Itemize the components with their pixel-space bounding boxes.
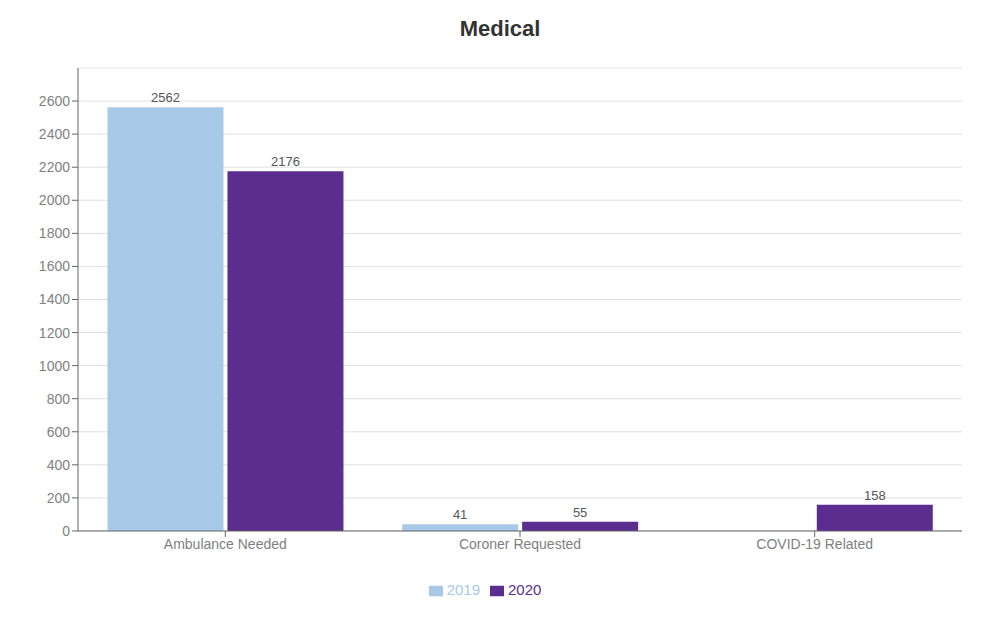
svg-text:Coroner Requested: Coroner Requested	[459, 536, 581, 552]
svg-text:2200: 2200	[39, 159, 70, 175]
svg-text:41: 41	[453, 507, 467, 522]
svg-text:1000: 1000	[39, 358, 70, 374]
svg-text:2176: 2176	[271, 154, 300, 169]
svg-text:600: 600	[47, 424, 71, 440]
svg-text:1600: 1600	[39, 258, 70, 274]
svg-text:200: 200	[47, 490, 71, 506]
svg-text:55: 55	[573, 505, 587, 520]
html-text:2019: 2019	[446, 581, 480, 598]
svg-text:2562: 2562	[151, 90, 180, 105]
svg-text:800: 800	[47, 391, 71, 407]
svg-text:2600: 2600	[39, 93, 70, 109]
svg-text:COVID-19 Related: COVID-19 Related	[756, 536, 873, 552]
svg-text:2400: 2400	[39, 126, 70, 142]
svg-text:Ambulance Needed: Ambulance Needed	[164, 536, 287, 552]
svg-text:2000: 2000	[39, 192, 70, 208]
html-text:2020: 2020	[508, 581, 542, 598]
svg-text:400: 400	[47, 457, 71, 473]
html-text:Medical: Medical	[459, 16, 541, 41]
svg-text:158: 158	[864, 488, 886, 503]
svg-text:0: 0	[62, 523, 70, 539]
svg-text:1200: 1200	[39, 325, 70, 341]
svg-text:1400: 1400	[39, 291, 70, 307]
svg-text:1800: 1800	[39, 225, 70, 241]
